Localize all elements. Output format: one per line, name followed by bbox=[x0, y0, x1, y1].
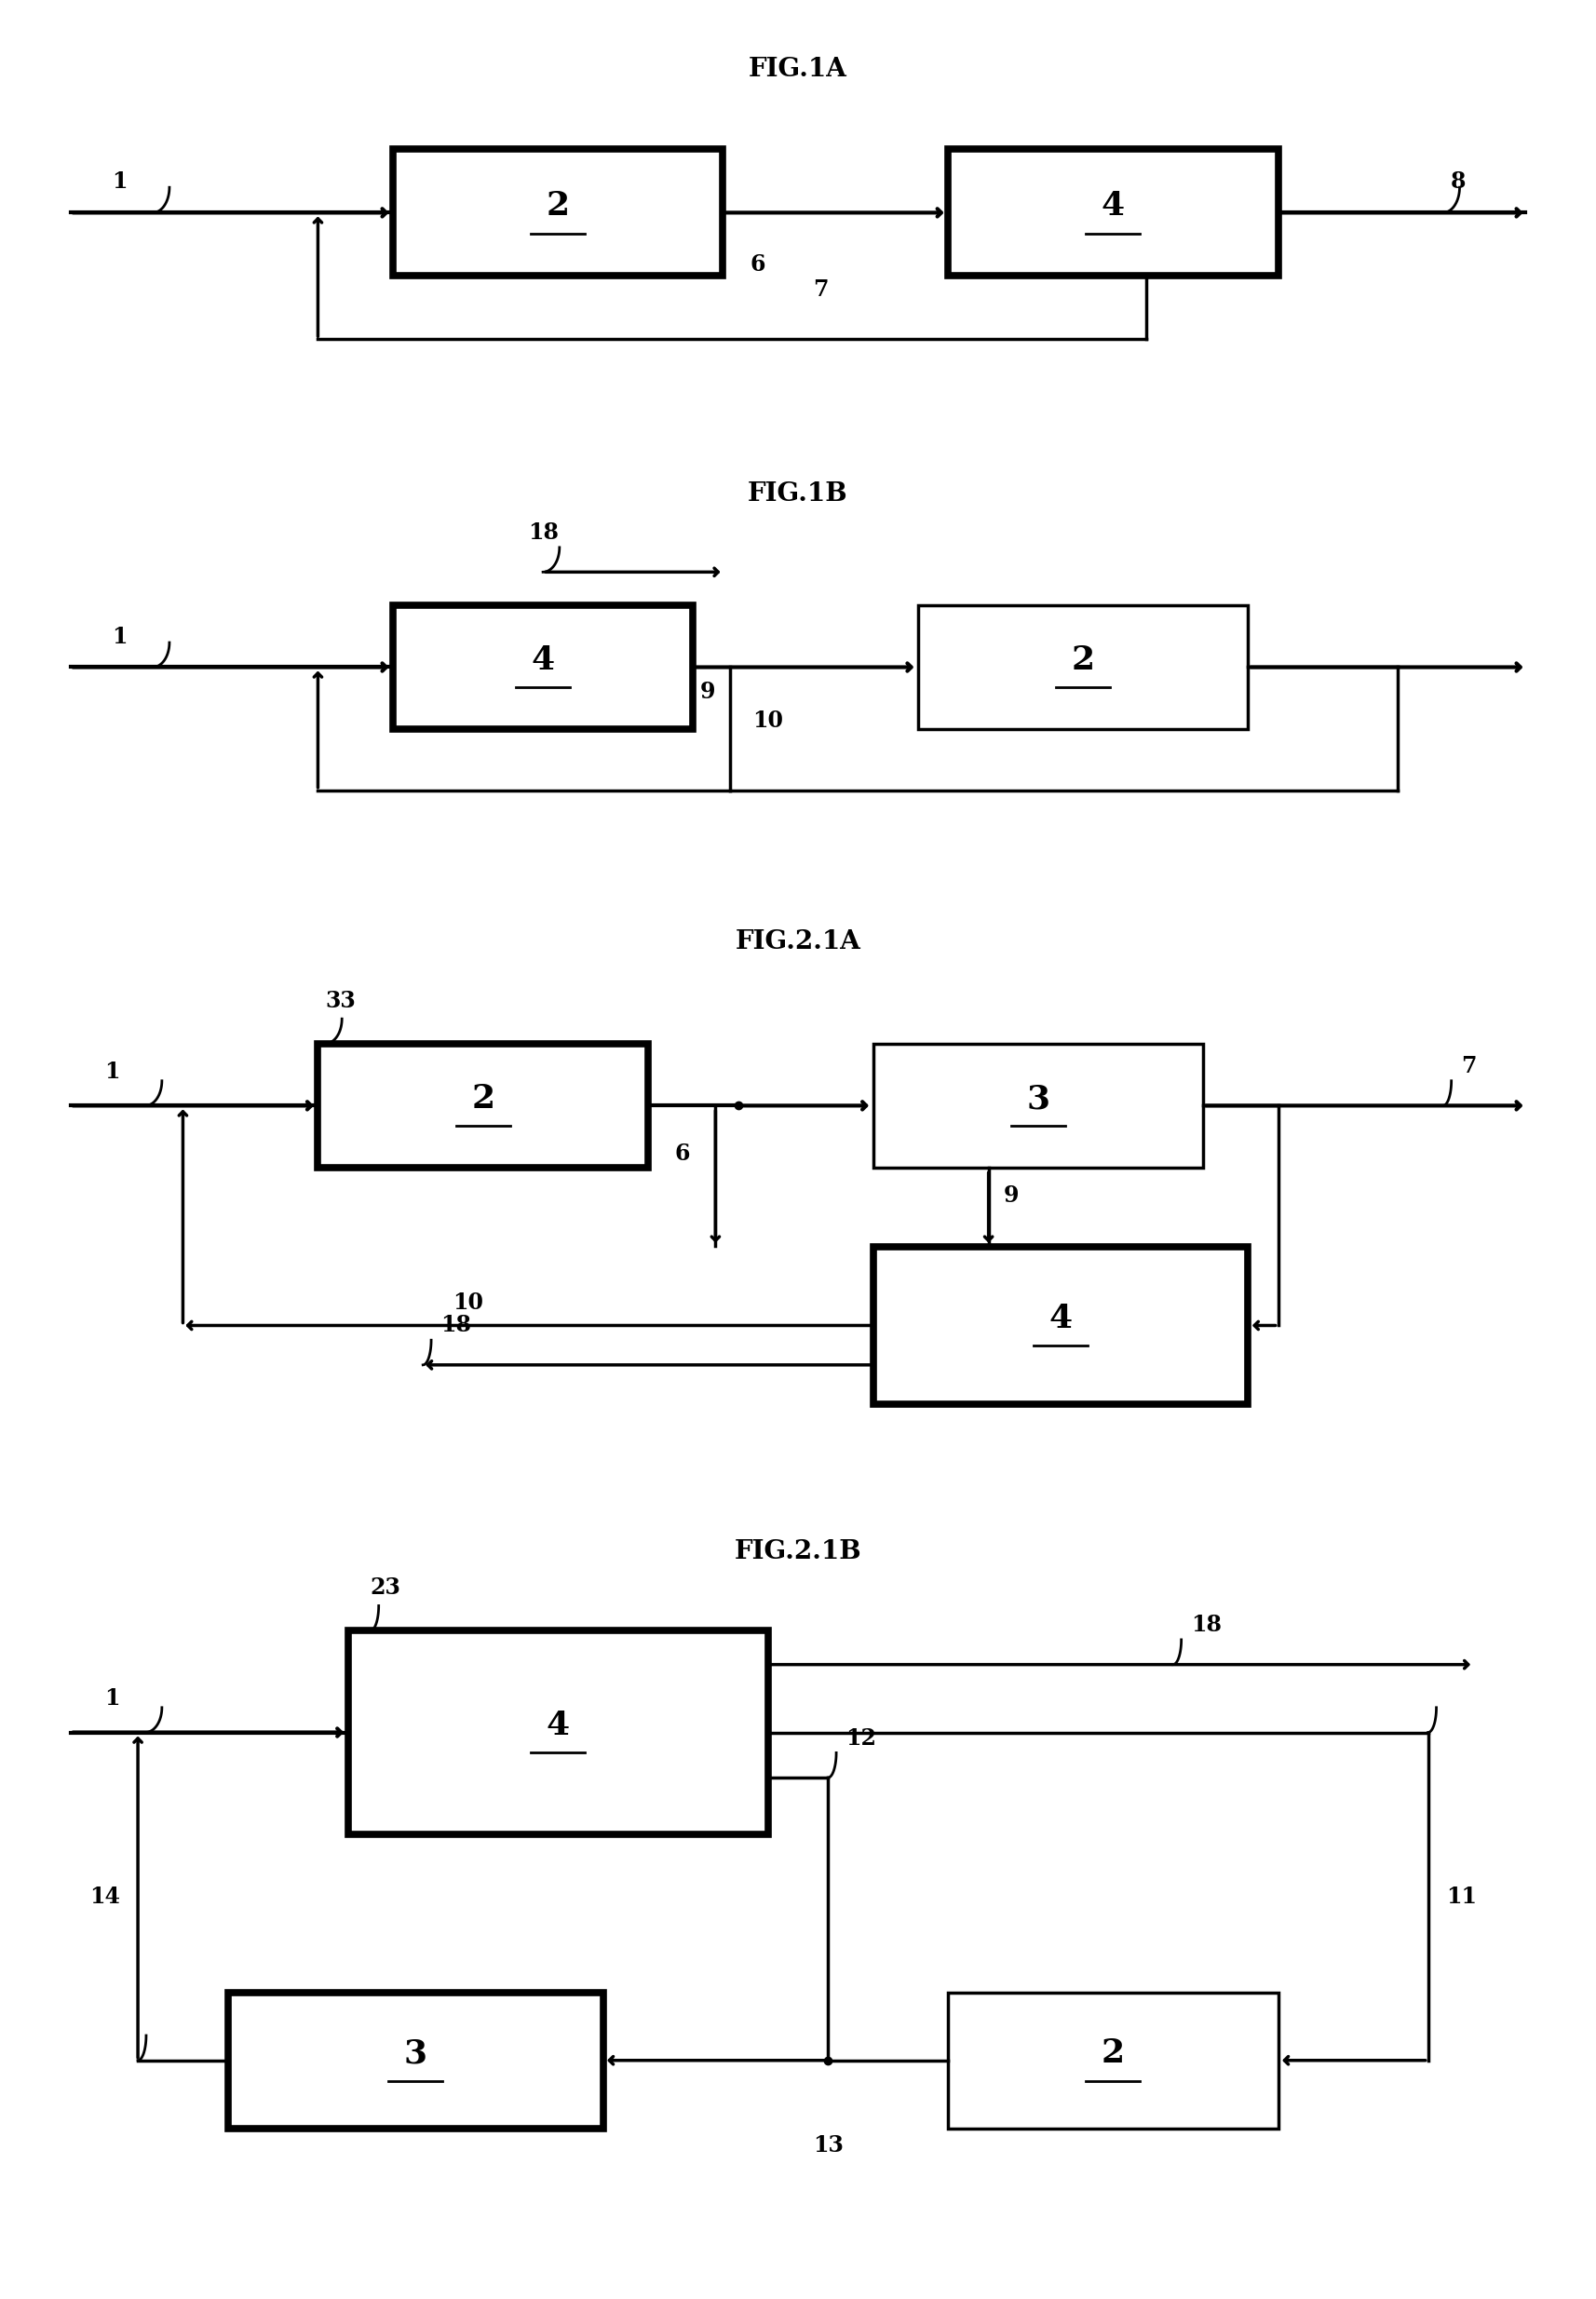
Bar bbox=[873, 1246, 1248, 1405]
Text: 11: 11 bbox=[1446, 1885, 1476, 1908]
Text: 1: 1 bbox=[105, 1060, 120, 1083]
Bar bbox=[948, 1993, 1278, 2129]
Text: 6: 6 bbox=[750, 253, 764, 276]
Text: 2: 2 bbox=[1101, 2037, 1125, 2069]
Text: 7: 7 bbox=[812, 278, 828, 301]
Bar bbox=[318, 1044, 648, 1168]
Text: 9: 9 bbox=[701, 681, 715, 703]
Text: 10: 10 bbox=[753, 710, 784, 731]
Text: 1: 1 bbox=[112, 170, 128, 193]
Bar bbox=[873, 1044, 1203, 1168]
Text: 18: 18 bbox=[440, 1315, 472, 1336]
Text: 4: 4 bbox=[1049, 1304, 1073, 1333]
Text: 2: 2 bbox=[471, 1083, 495, 1115]
Text: 33: 33 bbox=[326, 989, 356, 1012]
Text: 4: 4 bbox=[1101, 191, 1125, 221]
Text: 14: 14 bbox=[89, 1885, 120, 1908]
Bar bbox=[348, 1630, 768, 1835]
Bar bbox=[393, 149, 723, 276]
Text: 3: 3 bbox=[1026, 1083, 1050, 1115]
Text: 18: 18 bbox=[528, 522, 559, 545]
Text: 8: 8 bbox=[1451, 170, 1465, 193]
Bar bbox=[228, 1993, 603, 2129]
Text: 10: 10 bbox=[453, 1292, 484, 1315]
Text: 6: 6 bbox=[675, 1143, 689, 1166]
Text: 1: 1 bbox=[105, 1687, 120, 1710]
Text: 23: 23 bbox=[370, 1577, 401, 1598]
Bar bbox=[393, 605, 693, 729]
Text: FIG.2.1B: FIG.2.1B bbox=[734, 1538, 862, 1563]
Text: 2: 2 bbox=[546, 191, 570, 221]
Text: 18: 18 bbox=[1191, 1614, 1223, 1637]
Bar bbox=[948, 149, 1278, 276]
Text: 13: 13 bbox=[812, 2133, 843, 2156]
Text: FIG.2.1A: FIG.2.1A bbox=[736, 929, 860, 954]
Text: 4: 4 bbox=[531, 644, 555, 676]
Text: 4: 4 bbox=[546, 1710, 570, 1740]
Text: FIG.1B: FIG.1B bbox=[749, 480, 847, 506]
Text: 2: 2 bbox=[1071, 644, 1095, 676]
Text: 12: 12 bbox=[846, 1727, 876, 1750]
Bar bbox=[918, 605, 1248, 729]
Text: 9: 9 bbox=[1004, 1184, 1018, 1207]
Text: 1: 1 bbox=[112, 625, 128, 648]
Text: 3: 3 bbox=[404, 2037, 428, 2069]
Text: 7: 7 bbox=[1460, 1055, 1476, 1078]
Text: FIG.1A: FIG.1A bbox=[749, 57, 847, 80]
